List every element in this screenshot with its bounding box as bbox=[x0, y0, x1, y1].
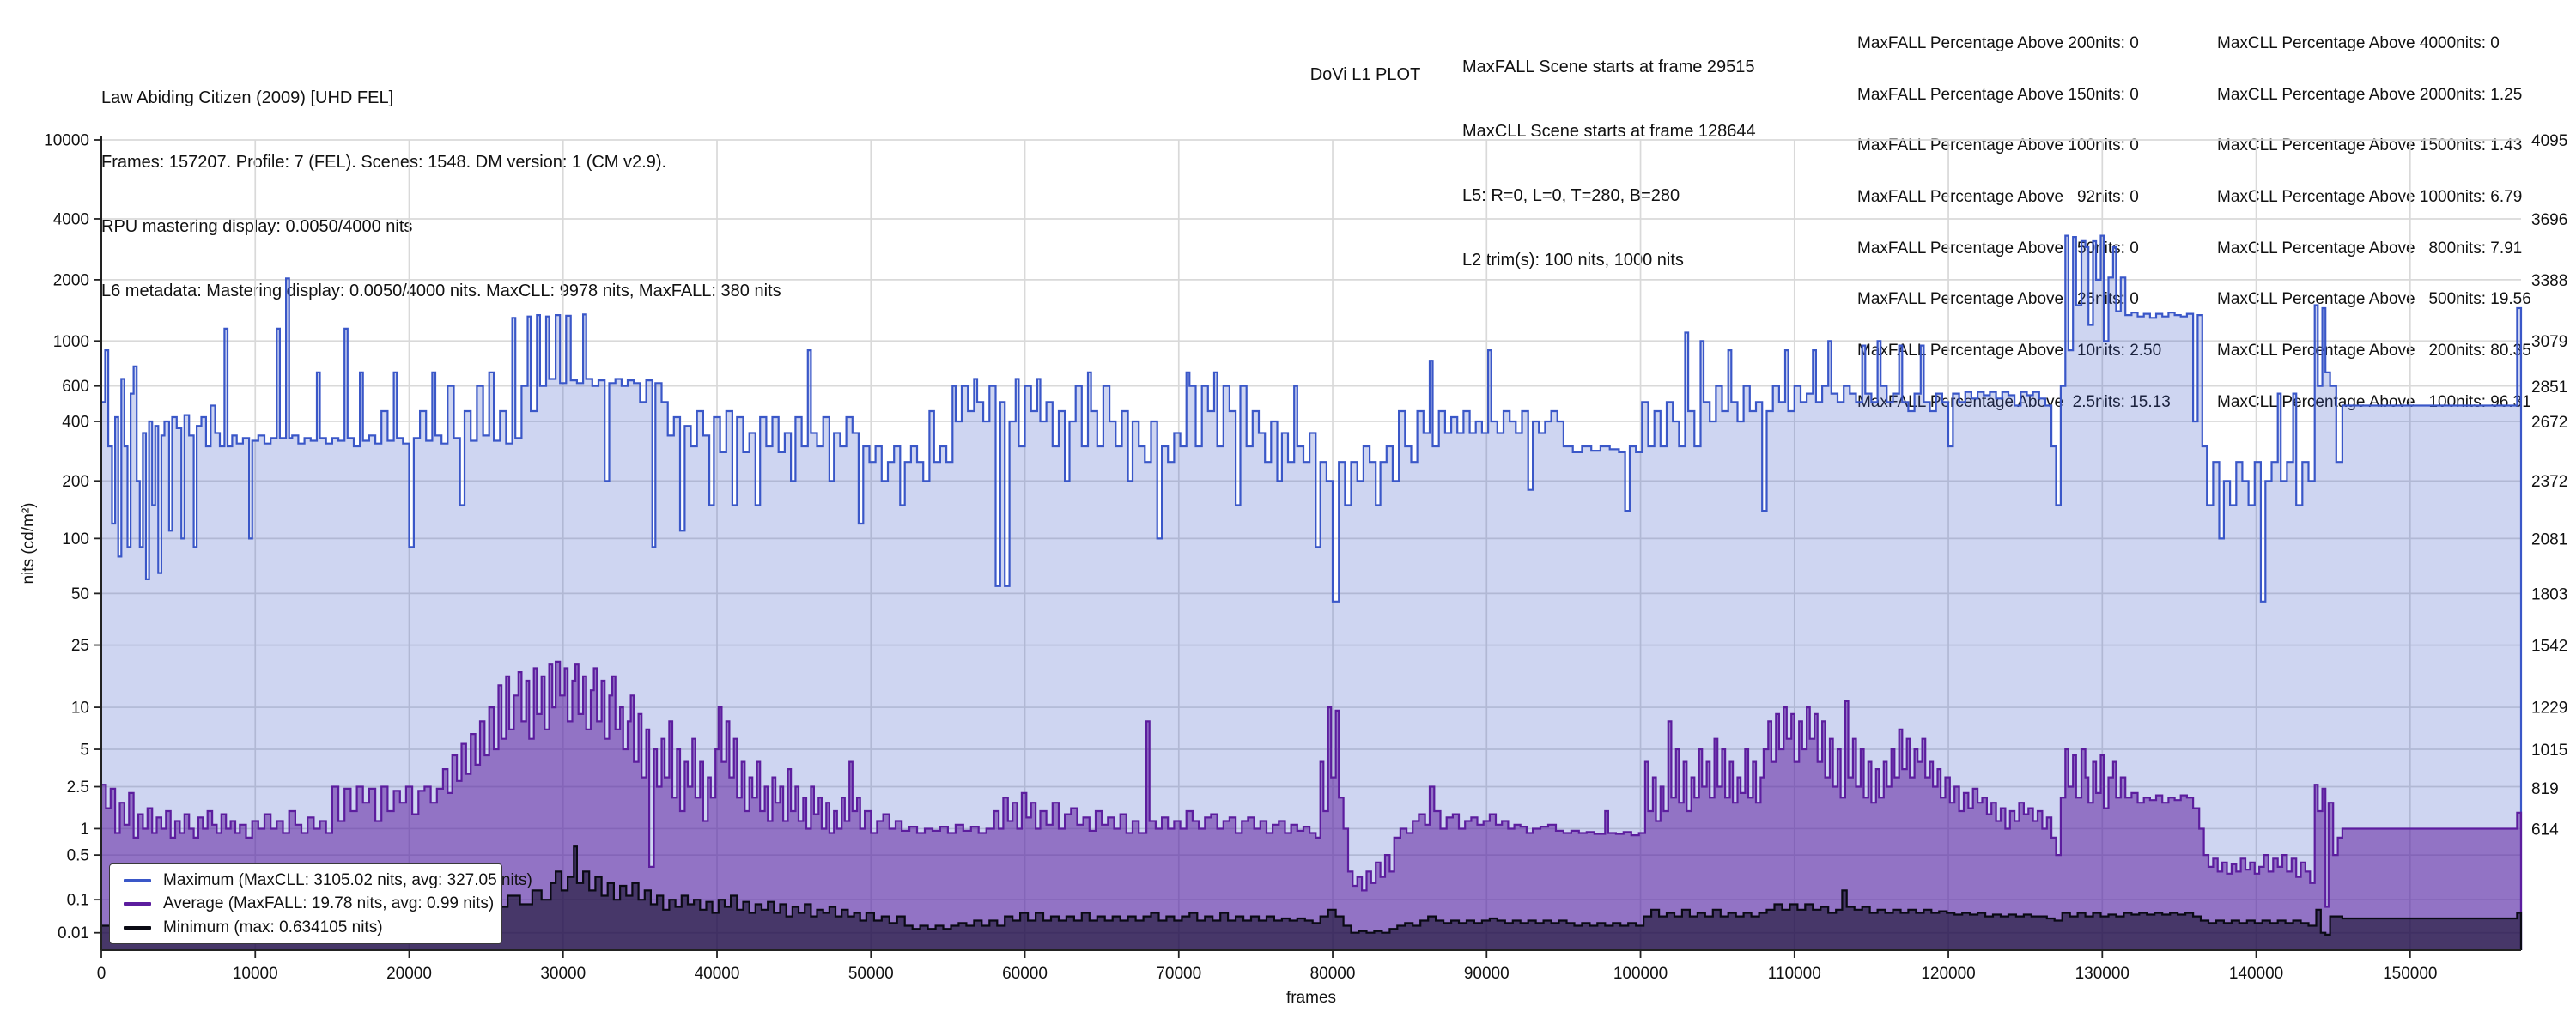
x-axis-tick-label: 140000 bbox=[2229, 965, 2283, 983]
series-minimum bbox=[101, 845, 2523, 950]
l2-trims: L2 trim(s): 100 nits, 1000 nits bbox=[1462, 251, 1684, 270]
y-axis-tick-label-right: 3696 bbox=[2531, 211, 2567, 229]
x-axis-tick-label: 40000 bbox=[695, 965, 740, 983]
l5-offsets: L5: R=0, L=0, T=280, B=280 bbox=[1462, 186, 1680, 205]
maxcll-pct-line: MaxCLL Percentage Above 800nits: 7.91 bbox=[2217, 239, 2523, 258]
y-axis-tick-label-left: 5 bbox=[80, 742, 89, 760]
maxfall-pct-line: MaxFALL Percentage Above 10nits: 2.50 bbox=[1857, 342, 2162, 360]
legend-label-minimum: Minimum (max: 0.634105 nits) bbox=[163, 918, 383, 936]
y-axis-tick-label-left: 1000 bbox=[53, 333, 89, 351]
legend: Maximum (MaxCLL: 3105.02 nits, avg: 327.… bbox=[109, 863, 532, 944]
series-minimum-area bbox=[101, 846, 2521, 950]
y-axis-tick-label-left: 600 bbox=[62, 378, 89, 396]
y-axis-tick-label-left: 4000 bbox=[53, 210, 89, 228]
legend-item-minimum: Minimum (max: 0.634105 nits) bbox=[110, 918, 501, 937]
y-axis-tick-label-left: 2.5 bbox=[67, 779, 89, 797]
series-minimum-line bbox=[101, 845, 2523, 950]
y-axis-tick-label-left: 50 bbox=[71, 585, 89, 603]
y-axis-tick-label-left: 0.5 bbox=[67, 847, 89, 865]
y-axis-tick-label-right: 614 bbox=[2531, 821, 2559, 839]
maxfall-pct-line: MaxFALL Percentage Above 92nits: 0 bbox=[1857, 187, 2139, 206]
y-axis-tick-label-right: 1015 bbox=[2531, 742, 2567, 760]
maxfall-pct-line: MaxFALL Percentage Above 100nits: 0 bbox=[1857, 136, 2139, 155]
plot-title: DoVi L1 PLOT bbox=[1309, 65, 1421, 84]
x-axis-title: frames bbox=[1285, 989, 1337, 1007]
x-axis-tick-label: 20000 bbox=[386, 965, 432, 983]
metadata-block: Law Abiding Citizen (2009) [UHD FEL] Fra… bbox=[101, 45, 781, 345]
x-axis-tick-label: 150000 bbox=[2383, 965, 2437, 983]
maxfall-pct-line: MaxFALL Percentage Above 200nits: 0 bbox=[1857, 33, 2139, 52]
y-axis-title: nits (cd/m²) bbox=[20, 502, 38, 585]
scene-info-block: MaxFALL Scene starts at frame 29515 MaxC… bbox=[1462, 14, 1756, 314]
maxcll-pct-line: MaxCLL Percentage Above 4000nits: 0 bbox=[2217, 33, 2500, 52]
x-axis-tick-label: 110000 bbox=[1768, 965, 1821, 983]
x-axis-tick-label: 90000 bbox=[1464, 965, 1510, 983]
y-axis-tick-label-left: 10 bbox=[71, 700, 89, 718]
maxcll-pct-line: MaxCLL Percentage Above 1500nits: 1.43 bbox=[2217, 136, 2523, 155]
x-axis-tick-label: 30000 bbox=[540, 965, 586, 983]
series-average-line bbox=[101, 660, 2523, 950]
x-axis-tick-label: 50000 bbox=[848, 965, 894, 983]
y-axis-tick-label-right: 1542 bbox=[2531, 638, 2567, 656]
legend-item-maximum: Maximum (MaxCLL: 3105.02 nits, avg: 327.… bbox=[110, 871, 532, 890]
x-axis-tick-label: 100000 bbox=[1613, 965, 1668, 983]
maxfall-pct-line: MaxFALL Percentage Above 150nits: 0 bbox=[1857, 85, 2139, 104]
metadata-rpu-mastering: RPU mastering display: 0.0050/4000 nits bbox=[101, 217, 413, 236]
maxcll-scene-start: MaxCLL Scene starts at frame 128644 bbox=[1462, 122, 1756, 141]
maxcll-pct-line: MaxCLL Percentage Above 200nits: 80.35 bbox=[2217, 342, 2531, 360]
maxfall-pct-line: MaxFALL Percentage Above 25nits: 0 bbox=[1857, 290, 2139, 309]
series-maximum-line bbox=[101, 234, 2523, 950]
y-axis-tick-label-left: 0.01 bbox=[58, 924, 89, 942]
average-line-sample bbox=[124, 902, 151, 906]
series-average bbox=[101, 660, 2523, 950]
y-axis-tick-label-left: 2000 bbox=[53, 271, 89, 289]
y-axis-tick-label-left: 25 bbox=[71, 637, 89, 655]
x-axis-tick-label: 130000 bbox=[2075, 965, 2129, 983]
maxcll-percentage-block: MaxCLL Percentage Above 4000nits: 0 MaxC… bbox=[2217, 1, 2531, 445]
metadata-title: Law Abiding Citizen (2009) [UHD FEL] bbox=[101, 88, 394, 107]
series-average-area bbox=[101, 661, 2521, 950]
maxfall-percentage-block: MaxFALL Percentage Above 200nits: 0 MaxF… bbox=[1857, 1, 2171, 445]
axes: 0 10000 20000 30000 40000 50000 60000 70000 8000… bbox=[44, 132, 2567, 984]
y-axis-tick-label-right: 2851 bbox=[2531, 379, 2567, 397]
maxcll-pct-line: MaxCLL Percentage Above 1000nits: 6.79 bbox=[2217, 187, 2523, 206]
maximum-line-sample bbox=[124, 878, 151, 882]
minimum-line-sample bbox=[124, 925, 151, 930]
y-axis-tick-label-right: 1803 bbox=[2531, 585, 2567, 603]
x-axis-tick-label: 10000 bbox=[233, 965, 278, 983]
y-axis-tick-label-right: 1229 bbox=[2531, 700, 2567, 718]
legend-item-average: Average (MaxFALL: 19.78 nits, avg: 0.99 … bbox=[110, 894, 501, 913]
y-axis-tick-label-left: 100 bbox=[62, 530, 89, 548]
maxcll-pct-line: MaxCLL Percentage Above 2000nits: 1.25 bbox=[2217, 85, 2523, 104]
y-axis-tick-label-right: 4095 bbox=[2531, 132, 2567, 150]
maxfall-scene-start: MaxFALL Scene starts at frame 29515 bbox=[1462, 58, 1755, 76]
x-axis-tick-label: 0 bbox=[97, 965, 106, 983]
y-axis-tick-label-right: 819 bbox=[2531, 780, 2559, 798]
maxcll-pct-line: MaxCLL Percentage Above 500nits: 19.56 bbox=[2217, 290, 2531, 309]
y-axis-tick-label-left: 0.1 bbox=[67, 892, 89, 910]
metadata-l6: L6 metadata: Mastering display: 0.0050/4… bbox=[101, 282, 781, 300]
legend-label-average: Average (MaxFALL: 19.78 nits, avg: 0.99 … bbox=[163, 894, 495, 912]
metadata-frames-profile: Frames: 157207. Profile: 7 (FEL). Scenes… bbox=[101, 153, 667, 172]
y-axis-tick-label-right: 2081 bbox=[2531, 530, 2567, 548]
y-axis-tick-label-left: 400 bbox=[62, 413, 89, 431]
y-axis-tick-label-right: 3388 bbox=[2531, 272, 2567, 290]
x-axis-tick-label: 80000 bbox=[1310, 965, 1356, 983]
y-axis-tick-label-right: 2372 bbox=[2531, 473, 2567, 491]
x-axis-tick-label: 60000 bbox=[1002, 965, 1048, 983]
x-axis-tick-label: 120000 bbox=[1921, 965, 1975, 983]
y-axis-tick-label-right: 2672 bbox=[2531, 414, 2567, 432]
x-axis-tick-label: 70000 bbox=[1156, 965, 1201, 983]
legend-label-maximum: Maximum (MaxCLL: 3105.02 nits, avg: 327.… bbox=[163, 870, 532, 889]
y-axis-tick-label-left: 10000 bbox=[44, 132, 89, 150]
y-axis-tick-label-left: 1 bbox=[80, 821, 89, 839]
y-axis-tick-label-left: 200 bbox=[62, 473, 89, 491]
y-axis-tick-label-right: 3079 bbox=[2531, 333, 2567, 351]
